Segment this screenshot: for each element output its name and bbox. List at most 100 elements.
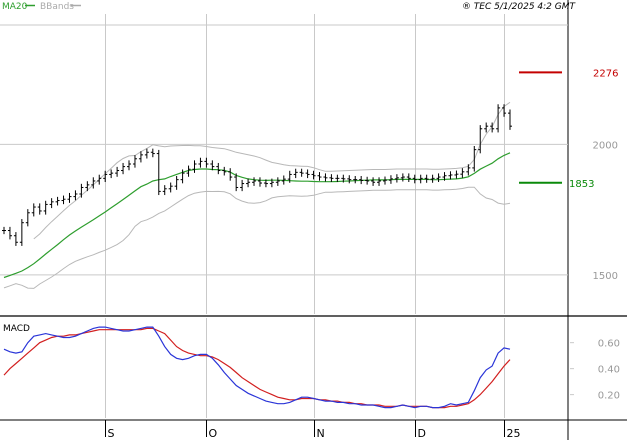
price-bar: [37, 203, 42, 215]
macd-line: [3, 326, 511, 409]
price-bar: [394, 174, 399, 183]
price-bar: [436, 173, 441, 182]
price-bar: [460, 168, 465, 178]
time-tick-label: S: [108, 427, 115, 440]
time-axis-ticks: S O N D 25: [105, 420, 521, 440]
time-tick-label: N: [317, 427, 325, 440]
price-bar: [103, 170, 108, 182]
price-bar: [2, 226, 6, 235]
price-bar: [49, 198, 54, 209]
price-bar: [329, 174, 334, 182]
price-bar: [97, 174, 102, 185]
price-bar: [210, 160, 215, 171]
time-tick-label: D: [418, 427, 426, 440]
price-bar: [341, 174, 346, 183]
price-bar: [246, 178, 251, 188]
price-bar: [138, 151, 143, 163]
price-bar: [85, 181, 90, 192]
price-bar: [79, 183, 84, 198]
price-bar: [192, 160, 197, 173]
price-bar: [252, 177, 257, 186]
price-gridlines: [0, 14, 568, 314]
price-bar: [317, 172, 322, 181]
price-bar: [472, 146, 477, 172]
price-tick-label: 1500: [593, 271, 618, 282]
price-bar: [281, 175, 286, 185]
price-bar: [424, 174, 429, 183]
price-bars: [2, 104, 512, 246]
price-bar: [121, 162, 126, 175]
price-bar: [400, 173, 405, 182]
price-bar: [257, 177, 262, 187]
price-bar: [240, 179, 245, 192]
macd-tick-label: 0.60: [598, 339, 620, 350]
macd-tick-label: 0.20: [598, 391, 620, 402]
time-tick-label: O: [209, 427, 218, 440]
price-bar: [55, 196, 60, 206]
price-bar: [502, 104, 507, 117]
price-bar: [430, 174, 435, 183]
price-bar: [228, 168, 233, 181]
macd-series: [3, 326, 511, 409]
chart-credit: ® TEC 5/1/2025 4:2 GMT: [462, 2, 577, 12]
bband-lower-line: [3, 186, 511, 289]
price-bar: [508, 109, 512, 130]
price-bar: [222, 166, 227, 176]
price-bar: [293, 168, 298, 179]
price-bar: [359, 176, 364, 185]
price-bar: [127, 160, 132, 171]
price-bar: [216, 162, 221, 175]
price-bar: [132, 155, 137, 168]
price-bar: [61, 195, 66, 205]
macd-gridlines: [105, 318, 574, 418]
ma20-series: [3, 152, 511, 279]
price-bar: [19, 219, 24, 246]
price-bar: [442, 172, 447, 181]
signal-line: [3, 327, 511, 409]
resistance-label: 2276: [593, 68, 618, 79]
price-bar: [180, 169, 185, 184]
price-bar: [25, 209, 30, 227]
price-bar: [43, 200, 48, 215]
price-bar: [31, 203, 36, 217]
price-bar: [168, 182, 173, 193]
macd-panel-title: MACD: [3, 324, 30, 334]
price-bar: [305, 169, 310, 179]
macd-axis-ticks: 0.20 0.40 0.60: [598, 339, 620, 402]
price-bar: [377, 177, 382, 186]
price-bar: [7, 226, 12, 240]
price-bar: [144, 148, 149, 159]
legend-bbands-label: BBands: [40, 2, 74, 12]
price-bar: [174, 176, 179, 190]
price-bar: [496, 104, 501, 133]
price-bar: [382, 176, 387, 185]
price-bar: [13, 232, 18, 246]
macd-tick-label: 0.40: [598, 365, 620, 376]
legend-ma20-label: MA20: [2, 2, 28, 12]
price-bar: [234, 173, 239, 192]
price-bar: [418, 174, 423, 184]
price-tick-label: 2000: [593, 140, 618, 151]
price-bar: [365, 176, 370, 185]
price-bar: [454, 170, 459, 179]
price-bar: [67, 192, 72, 203]
price-bar: [323, 173, 328, 182]
price-bar: [204, 157, 209, 168]
price-bar: [311, 170, 316, 180]
support-label: 1853: [569, 179, 594, 190]
price-levels: 2276 1853: [519, 68, 618, 190]
price-bar: [299, 168, 304, 177]
price-bar: [109, 169, 114, 179]
price-bar: [275, 177, 280, 186]
price-bar: [269, 178, 274, 188]
bband-upper-line: [33, 101, 511, 240]
price-bar: [448, 171, 453, 180]
price-bar: [287, 170, 292, 183]
price-bar: [371, 177, 376, 186]
time-tick-label: 25: [507, 427, 521, 440]
price-bar: [478, 125, 483, 154]
price-bar: [335, 174, 340, 182]
bollinger-bands: [3, 101, 511, 289]
price-bar: [91, 177, 96, 189]
